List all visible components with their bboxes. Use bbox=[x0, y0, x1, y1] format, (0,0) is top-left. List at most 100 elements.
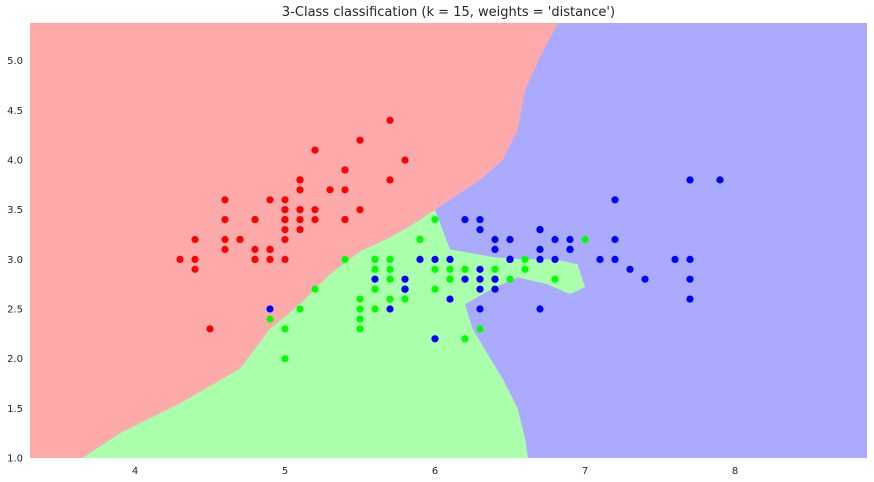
point-blue bbox=[611, 255, 619, 263]
point-red bbox=[296, 206, 304, 214]
x-tick-label: 8 bbox=[732, 466, 738, 477]
point-red bbox=[296, 186, 304, 194]
point-blue bbox=[506, 255, 514, 263]
point-blue bbox=[476, 275, 484, 283]
point-blue bbox=[641, 275, 649, 283]
point-green bbox=[416, 235, 424, 244]
point-green bbox=[371, 285, 379, 293]
point-blue bbox=[686, 295, 694, 303]
point-blue bbox=[566, 245, 574, 253]
point-green bbox=[266, 315, 274, 323]
y-tick-label: 5.0 bbox=[7, 56, 23, 67]
x-tick-label: 7 bbox=[582, 466, 588, 477]
point-blue bbox=[431, 335, 439, 343]
point-green bbox=[521, 255, 529, 263]
point-blue bbox=[476, 265, 484, 273]
point-green bbox=[491, 265, 499, 273]
point-green bbox=[296, 305, 304, 313]
point-blue bbox=[461, 275, 469, 283]
point-blue bbox=[386, 305, 394, 313]
point-green bbox=[356, 315, 364, 323]
point-red bbox=[281, 196, 289, 204]
point-blue bbox=[266, 305, 274, 313]
y-tick-label: 4.0 bbox=[7, 156, 23, 167]
point-red bbox=[191, 255, 199, 263]
point-green bbox=[446, 265, 454, 273]
chart-title: 3-Class classification (k = 15, weights … bbox=[282, 5, 615, 20]
point-red bbox=[281, 216, 289, 224]
point-red bbox=[311, 216, 319, 224]
y-tick-label: 1.5 bbox=[7, 404, 23, 415]
point-blue bbox=[401, 285, 409, 293]
point-blue bbox=[476, 216, 484, 224]
point-blue bbox=[476, 285, 484, 293]
point-red bbox=[266, 255, 274, 263]
point-green bbox=[461, 335, 469, 343]
point-red bbox=[386, 116, 394, 124]
point-blue bbox=[491, 275, 499, 283]
point-blue bbox=[536, 245, 544, 253]
point-blue bbox=[431, 255, 439, 263]
point-red bbox=[296, 216, 304, 224]
point-red bbox=[311, 206, 319, 214]
point-red bbox=[191, 235, 199, 244]
point-blue bbox=[686, 176, 694, 184]
point-blue bbox=[536, 226, 544, 234]
point-red bbox=[356, 206, 364, 214]
point-blue bbox=[551, 255, 559, 263]
point-green bbox=[581, 235, 589, 244]
point-red bbox=[341, 216, 349, 224]
point-blue bbox=[611, 235, 619, 244]
point-green bbox=[386, 295, 394, 303]
point-blue bbox=[686, 255, 694, 263]
point-red bbox=[401, 156, 409, 164]
x-axis: 4 5 6 7 8 bbox=[132, 466, 738, 477]
point-green bbox=[551, 275, 559, 283]
point-blue bbox=[491, 285, 499, 293]
point-blue bbox=[626, 265, 634, 273]
point-red bbox=[281, 226, 289, 234]
point-red bbox=[251, 245, 259, 253]
point-green bbox=[401, 295, 409, 303]
x-tick-label: 6 bbox=[432, 466, 438, 477]
point-green bbox=[356, 305, 364, 313]
point-green bbox=[521, 265, 529, 273]
point-green bbox=[371, 255, 379, 263]
point-green bbox=[281, 355, 289, 363]
point-blue bbox=[401, 275, 409, 283]
point-blue bbox=[566, 235, 574, 244]
point-red bbox=[326, 186, 334, 194]
y-tick-label: 2.0 bbox=[7, 354, 23, 365]
point-green bbox=[341, 255, 349, 263]
point-green bbox=[371, 305, 379, 313]
point-blue bbox=[446, 295, 454, 303]
point-green bbox=[431, 216, 439, 224]
point-blue bbox=[371, 275, 379, 283]
point-blue bbox=[611, 196, 619, 204]
point-blue bbox=[596, 255, 604, 263]
point-red bbox=[221, 216, 229, 224]
point-blue bbox=[551, 235, 559, 244]
point-green bbox=[281, 325, 289, 333]
point-blue bbox=[461, 216, 469, 224]
point-blue bbox=[536, 305, 544, 313]
point-red bbox=[221, 196, 229, 204]
point-green bbox=[431, 285, 439, 293]
point-red bbox=[356, 136, 364, 144]
point-blue bbox=[506, 235, 514, 244]
data-points bbox=[176, 116, 724, 363]
point-green bbox=[356, 295, 364, 303]
y-tick-label: 3.0 bbox=[7, 255, 23, 266]
y-tick-label: 1.0 bbox=[7, 454, 23, 465]
point-blue bbox=[491, 245, 499, 253]
point-green bbox=[386, 255, 394, 263]
point-red bbox=[266, 245, 274, 253]
y-axis: 1.0 1.5 2.0 2.5 3.0 3.5 4.0 4.5 5.0 bbox=[7, 56, 23, 464]
point-red bbox=[281, 235, 289, 244]
point-red bbox=[281, 255, 289, 263]
y-tick-label: 4.5 bbox=[7, 106, 23, 117]
point-green bbox=[431, 265, 439, 273]
point-red bbox=[311, 146, 319, 154]
point-red bbox=[236, 235, 244, 244]
